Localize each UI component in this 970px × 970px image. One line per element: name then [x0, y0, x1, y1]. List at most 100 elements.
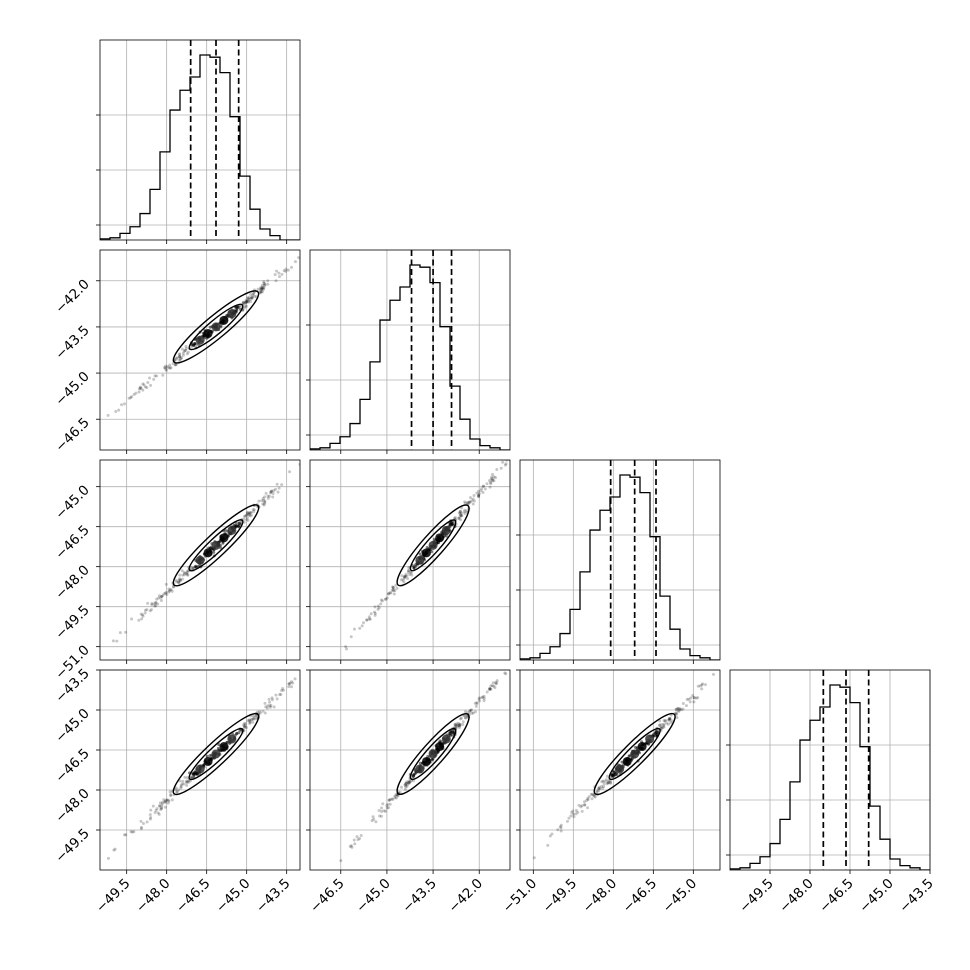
sample-points [330, 655, 519, 870]
sample-point [138, 385, 142, 389]
sample-point [251, 292, 255, 296]
sample-point [313, 240, 316, 243]
sample-point [185, 783, 189, 787]
sample-point [407, 781, 411, 785]
sample-point [582, 800, 586, 804]
sample-point [157, 812, 161, 816]
sample-point [175, 356, 179, 360]
density-blob [630, 749, 640, 759]
sample-point [308, 665, 311, 668]
sample-point [394, 583, 398, 587]
sample-point [459, 513, 463, 517]
sample-point [164, 590, 168, 594]
sample-point [692, 696, 696, 700]
sample-point [249, 718, 253, 722]
sample-point [468, 496, 472, 500]
sample-point [457, 516, 461, 520]
sample-point [403, 575, 407, 579]
sample-point [458, 717, 462, 721]
sample-point [410, 573, 414, 577]
sample-point [444, 534, 448, 538]
sample-point [247, 513, 251, 517]
sample-point [260, 287, 264, 291]
sample-point [418, 761, 422, 765]
sample-point [662, 724, 666, 728]
sample-point [263, 283, 267, 287]
sample-point [127, 396, 131, 400]
sample-point [482, 694, 486, 698]
sample-point [245, 300, 249, 304]
sample-point [293, 260, 297, 264]
sample-point [169, 793, 173, 797]
sample-point [460, 514, 464, 518]
sample-point [771, 610, 774, 613]
density-blob [415, 764, 425, 774]
sample-point [403, 574, 407, 578]
sample-point [158, 804, 162, 808]
sample-point [485, 482, 489, 486]
sample-point [167, 589, 171, 593]
sample-point [241, 301, 245, 305]
sample-point [179, 783, 183, 787]
sample-point [244, 518, 248, 522]
sample-point [652, 733, 656, 737]
sample-point [247, 511, 251, 515]
sample-point [269, 704, 273, 708]
sample-point [380, 599, 384, 603]
density-blob [195, 764, 205, 774]
x-tick-label-p0: −49.5 [93, 876, 134, 917]
sample-point [457, 724, 461, 728]
sample-point [184, 348, 188, 352]
sample-point [471, 711, 475, 715]
sample-point [255, 710, 259, 714]
sample-point [212, 550, 216, 554]
sample-point [149, 808, 153, 812]
sample-point [117, 408, 121, 412]
sample-point [167, 366, 171, 370]
sample-point [249, 292, 253, 296]
contour-inner [608, 727, 661, 781]
sample-point [148, 813, 152, 817]
sample-point [169, 366, 173, 370]
sample-point [476, 489, 480, 493]
sample-point [403, 783, 407, 787]
sample-point [681, 701, 685, 705]
sample-point [467, 500, 471, 504]
sample-point [184, 344, 188, 348]
sample-point [97, 860, 100, 863]
sample-point [661, 726, 665, 730]
panel-frame [309, 669, 511, 871]
sample-point [177, 353, 181, 357]
sample-point [159, 596, 163, 600]
sample-point [490, 475, 494, 479]
sample-point [546, 843, 550, 847]
sample-point [180, 356, 184, 360]
sample-point [169, 588, 173, 592]
sample-point [463, 501, 467, 505]
scatter-panel-p0-p1: −46.5 −45.0 −43.5 −42.0 [52, 240, 316, 455]
sample-point [377, 606, 381, 610]
density-blob [435, 533, 445, 543]
sample-point [393, 589, 397, 593]
sample-point [248, 514, 252, 518]
contour-outer [593, 712, 676, 796]
sample-point [138, 386, 142, 390]
sample-point [184, 346, 188, 350]
density-core [415, 734, 451, 774]
sample-point [516, 655, 519, 658]
sample-point [472, 499, 476, 503]
sample-point [691, 694, 695, 698]
sample-point [609, 781, 613, 785]
sample-point [494, 682, 498, 686]
histogram-panel-p0 [96, 39, 301, 244]
panel-frame [519, 669, 721, 871]
sample-point [190, 343, 194, 347]
sample-point [477, 492, 481, 496]
sample-point [182, 782, 186, 786]
sample-point [303, 254, 306, 257]
sample-point [507, 665, 510, 668]
sample-point [349, 635, 353, 639]
sample-point [245, 510, 249, 514]
sample-point [464, 716, 468, 720]
sample-point [237, 522, 241, 526]
